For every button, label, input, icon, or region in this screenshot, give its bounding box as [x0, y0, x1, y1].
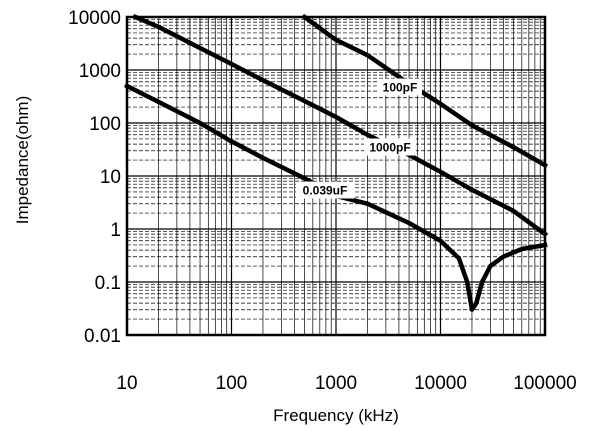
series-line-100pf	[301, 13, 549, 169]
y-tick-label: 0.1	[95, 273, 121, 294]
y-tick-label: 0.01	[84, 326, 121, 347]
x-tick-label: 100	[216, 373, 248, 394]
x-tick-label: 1000	[315, 373, 357, 394]
curve-label: 0.039uF	[303, 184, 348, 198]
curve-labels: 100pF 1000pF 0.039uF	[296, 78, 422, 199]
curve-label: 100pF	[383, 81, 418, 95]
plot-frame	[125, 15, 547, 337]
y-axis-title: Impedance(ohm)	[13, 96, 32, 225]
series-line-0-039uf	[123, 82, 548, 312]
x-tick-label: 10000	[414, 373, 467, 394]
x-tick-label: 10	[116, 373, 137, 394]
curve-label-bg	[364, 138, 416, 156]
y-tick-label: 1000	[79, 61, 121, 82]
x-tick-label: 100000	[513, 373, 576, 394]
tick-labels: 10 100 1000 10000 100000 10000 1000 100 10 1 0.1 0.…	[68, 8, 577, 394]
series-line-1000pf	[132, 14, 549, 238]
y-tick-label: 1	[110, 220, 121, 241]
x-axis-title: Frequency (kHz)	[273, 406, 399, 425]
curve-label: 1000pF	[369, 141, 410, 155]
y-tick-label: 10	[100, 167, 121, 188]
y-tick-label: 100	[89, 114, 121, 135]
curves	[123, 13, 549, 312]
curve-label-bg	[296, 181, 354, 199]
curve-label-bg	[378, 78, 422, 96]
y-tick-label: 10000	[68, 8, 121, 29]
